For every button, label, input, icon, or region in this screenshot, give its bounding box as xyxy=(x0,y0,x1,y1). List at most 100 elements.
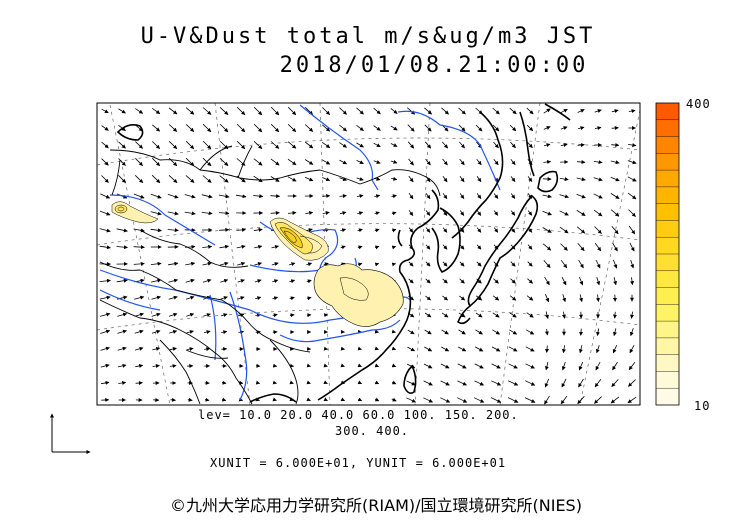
contour-levels-line2: 300. 400. xyxy=(335,424,410,438)
wind-vector xyxy=(424,107,432,115)
wind-vector xyxy=(271,245,279,249)
wind-vector xyxy=(476,261,482,267)
wind-vector xyxy=(475,312,483,318)
wind-vector xyxy=(425,261,431,267)
wind-vector xyxy=(510,141,516,149)
wind-vector xyxy=(168,278,179,283)
wind-vector xyxy=(408,227,414,233)
wind-vector xyxy=(339,107,347,115)
colorbar-max-label: 400 xyxy=(686,97,711,111)
wind-vector xyxy=(356,142,364,148)
wind-vector xyxy=(509,295,517,301)
wind-vector xyxy=(610,209,620,217)
wind-vector xyxy=(391,194,397,199)
wind-vector xyxy=(202,261,212,266)
wind-vector xyxy=(527,278,533,284)
wind-vector xyxy=(508,346,518,352)
wind-vector xyxy=(508,380,519,386)
wind-vector xyxy=(306,363,311,368)
wind-vector xyxy=(490,397,502,403)
wind-vector xyxy=(576,160,586,165)
contour-levels-line1: lev= 10.0 20.0 40.0 60.0 100. 150. 200. xyxy=(198,408,519,422)
wind-vector xyxy=(187,397,193,402)
wind-vector xyxy=(424,329,432,335)
wind-vector xyxy=(356,124,364,132)
wind-vector xyxy=(407,124,415,132)
wind-vector xyxy=(595,345,600,354)
wind-vector xyxy=(203,330,211,335)
wind-vector xyxy=(185,124,195,132)
wind-vector xyxy=(458,329,466,335)
wind-vector xyxy=(219,244,229,249)
wind-vector xyxy=(321,141,331,149)
wind-vector xyxy=(391,262,397,267)
colorbar-band xyxy=(656,254,679,272)
wind-vector xyxy=(543,126,551,130)
wind-vector xyxy=(543,143,551,148)
colorbar-band xyxy=(656,304,679,322)
wind-vector xyxy=(493,210,499,216)
wind-vector xyxy=(271,262,279,266)
wind-vector xyxy=(542,210,552,216)
wind-vector xyxy=(220,278,229,283)
wind-vector xyxy=(150,261,162,266)
wind-vector xyxy=(441,346,450,352)
wind-vector xyxy=(544,276,550,286)
wind-vector xyxy=(255,296,262,301)
wind-vector xyxy=(170,397,176,402)
wind-vector xyxy=(408,175,414,183)
wind-vector xyxy=(593,177,603,182)
wind-vector xyxy=(272,279,279,284)
wind-vector xyxy=(272,380,277,385)
wind-vector xyxy=(629,328,634,337)
wind-vector xyxy=(545,345,549,353)
wind-vector xyxy=(323,262,329,267)
wind-vector xyxy=(627,176,637,182)
wind-vector xyxy=(442,261,448,267)
wind-vector xyxy=(167,193,179,199)
wind-vector xyxy=(476,210,482,216)
wind-vector xyxy=(425,295,431,301)
wind-vector xyxy=(185,157,195,167)
wind-vector xyxy=(611,143,620,148)
wind-vector xyxy=(509,312,517,318)
wind-vector xyxy=(255,380,261,385)
wind-vector xyxy=(185,295,195,300)
wind-vector xyxy=(117,363,127,368)
wind-vector xyxy=(185,107,195,115)
wind-vector xyxy=(630,277,635,286)
wind-vector xyxy=(474,380,485,386)
wind-vector xyxy=(441,107,449,115)
colorbar-band xyxy=(656,203,679,221)
wind-vector xyxy=(408,158,414,166)
wind-vector xyxy=(545,311,549,319)
dust-regions xyxy=(111,201,404,327)
wind-vector xyxy=(304,141,314,149)
wind-vector xyxy=(253,175,263,183)
map-title: U-V&Dust total m/s&ug/m3 JST xyxy=(140,24,596,49)
wind-vector xyxy=(442,227,448,233)
wind-vector xyxy=(151,329,161,334)
wind-vector xyxy=(577,126,585,131)
wind-vector xyxy=(627,396,637,404)
wind-vector xyxy=(593,160,603,165)
wind-vector xyxy=(357,228,363,233)
wind-vector xyxy=(99,245,111,250)
wind-vector xyxy=(425,244,431,250)
wind-vector xyxy=(442,210,448,216)
wind-vector xyxy=(442,244,448,250)
colorbar-band xyxy=(656,119,679,137)
wind-vector xyxy=(391,211,397,216)
wind-vector xyxy=(560,143,568,148)
wind-vector xyxy=(236,123,246,133)
wind-vector xyxy=(596,294,600,302)
wind-vector xyxy=(628,209,636,217)
wind-vector xyxy=(374,194,381,199)
wind-vector xyxy=(340,363,345,368)
wind-vector xyxy=(101,158,109,166)
colorbar-band xyxy=(656,270,679,288)
wind-vector xyxy=(204,347,211,352)
wind-vector xyxy=(526,107,534,115)
wind-vector xyxy=(236,140,246,150)
wind-vector xyxy=(525,380,536,386)
